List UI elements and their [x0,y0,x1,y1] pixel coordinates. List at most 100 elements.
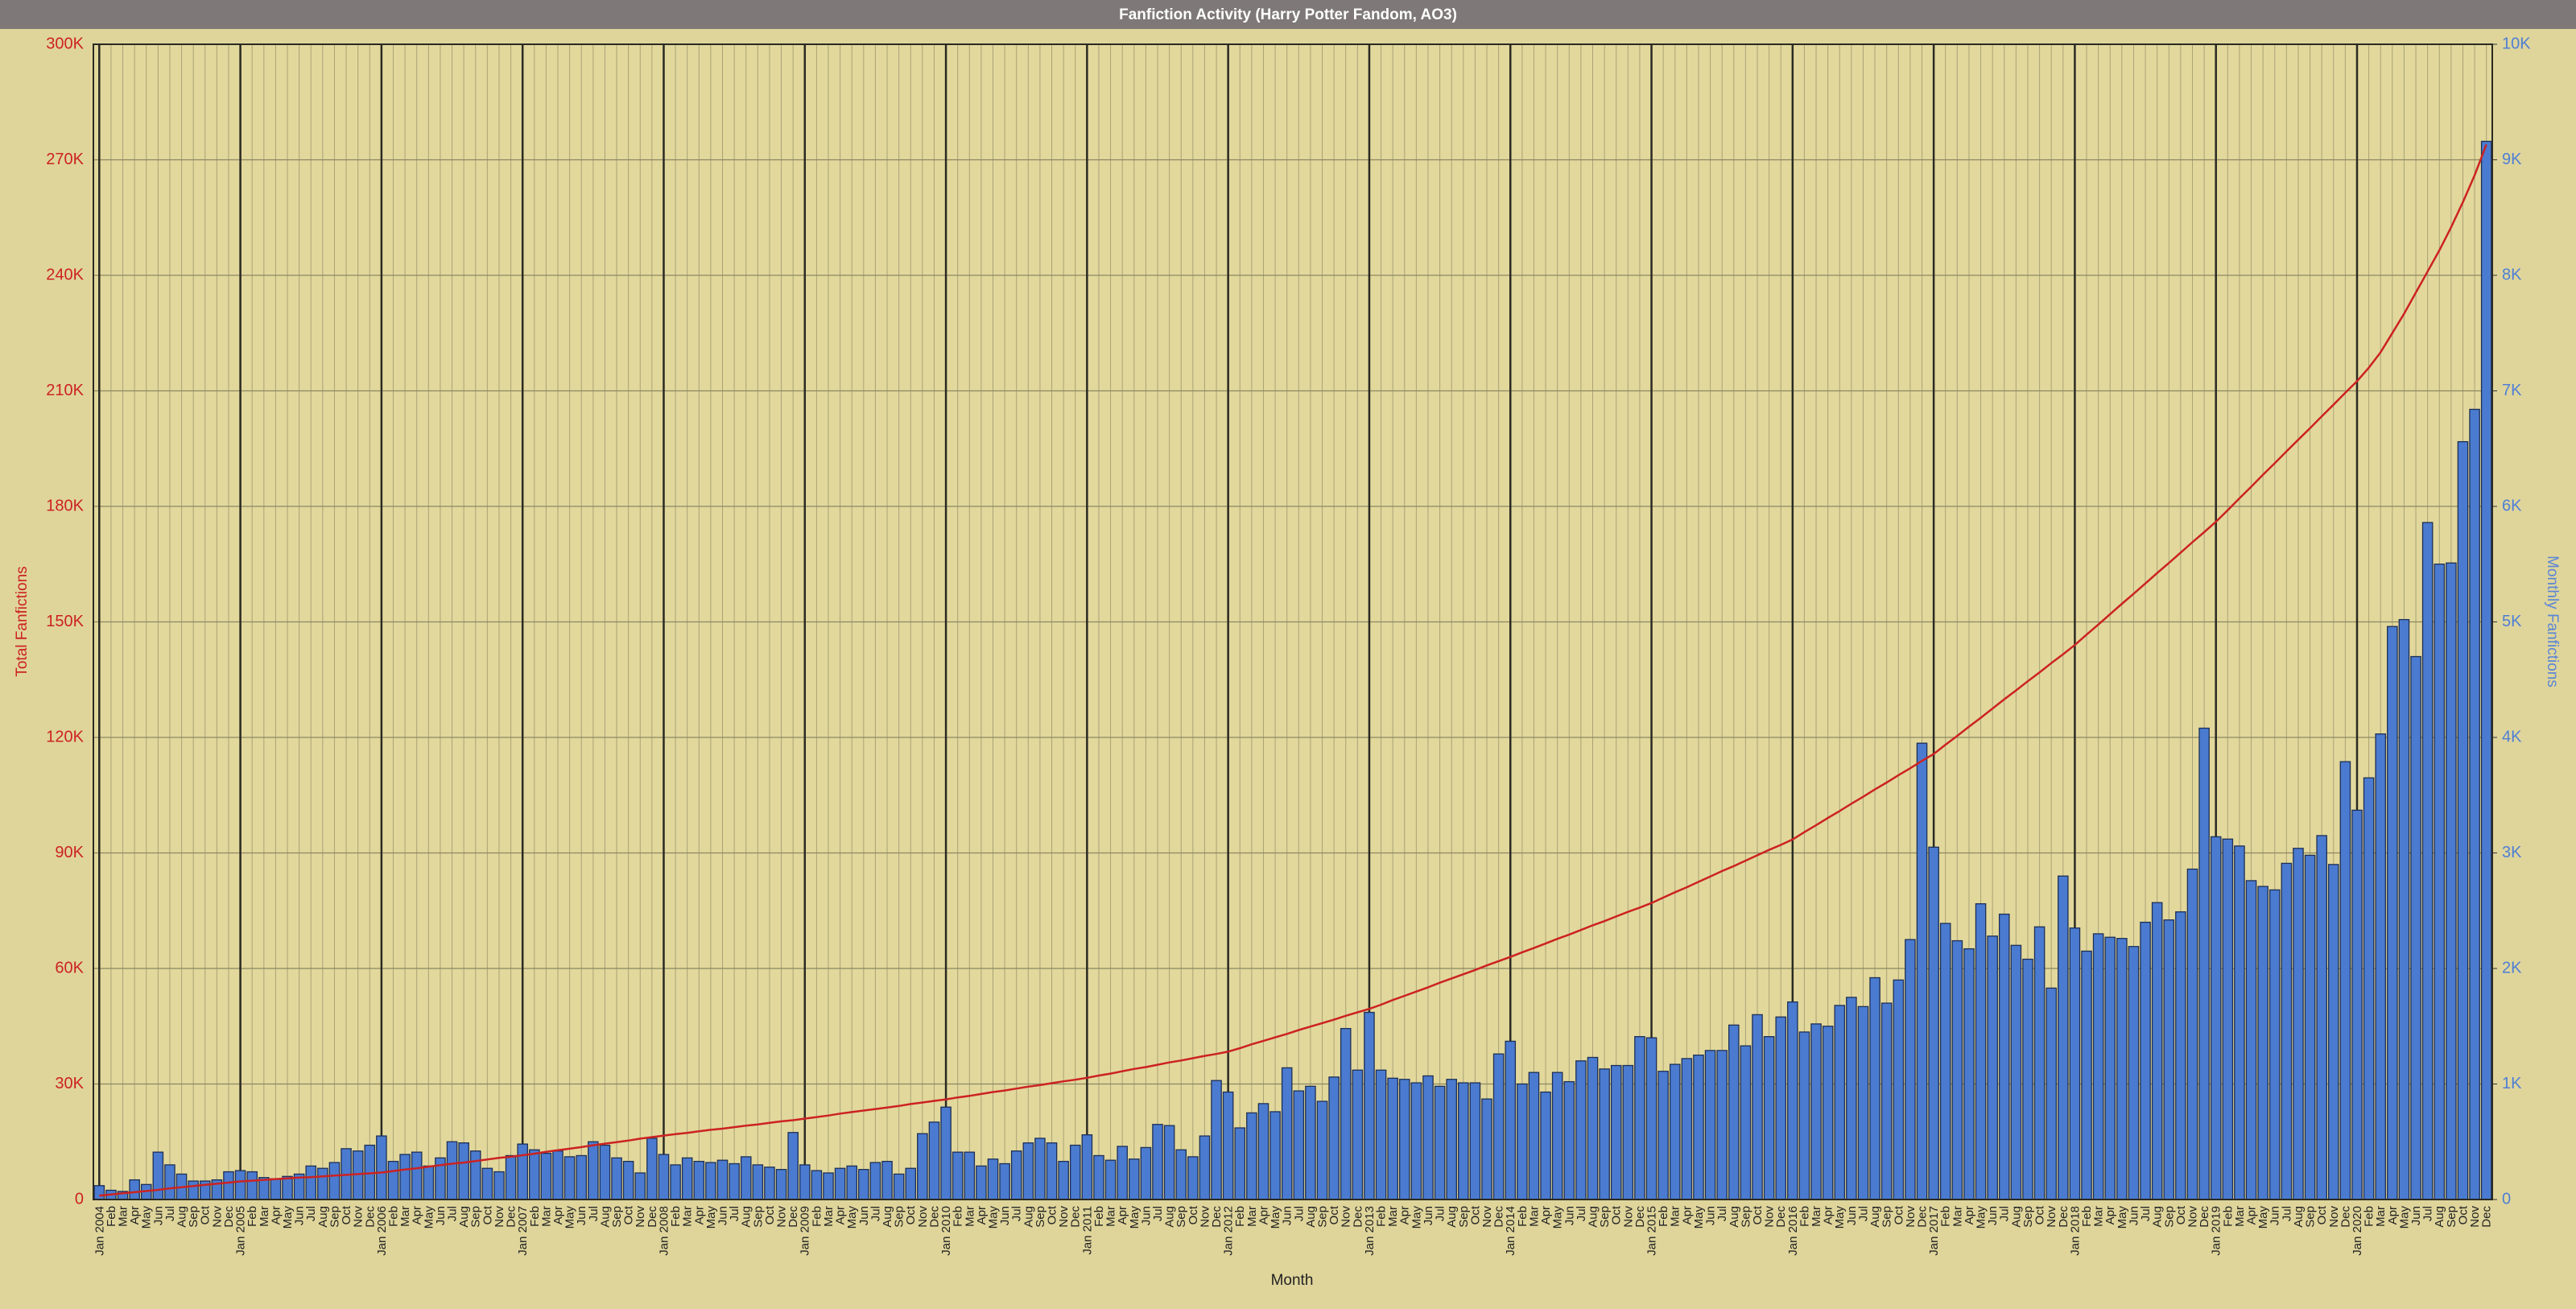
x-tick-label: Sep [893,1206,906,1228]
x-tick-label: Feb [105,1206,118,1227]
x-tick-label: Feb [2221,1206,2235,1227]
bar [446,1141,458,1200]
bar [517,1143,528,1200]
x-tick-label: Oct [1610,1205,1624,1224]
bar [2469,408,2480,1200]
bar [493,1171,505,1200]
bar [834,1167,846,1200]
x-tick-label: Jun [998,1206,1012,1225]
y-tick-label: 240K [46,266,84,283]
x-tick-label: Nov [1904,1206,1918,1228]
x-tick-label: Nov [2045,1206,2058,1228]
bar [1316,1100,1328,1200]
x-tick-label: Jul [1998,1206,2012,1221]
bar [928,1121,940,1200]
bar [1857,1005,1869,1200]
y2-tick-label: 9K [2502,151,2522,168]
bar [1669,1063,1681,1200]
bar [964,1151,976,1200]
x-tick-label: Dec [2480,1206,2494,1228]
bar [1305,1085,1316,1200]
x-tick-label: Sep [1739,1206,1752,1228]
y2-axis-title: Monthly Fanfictions [2544,555,2561,688]
x-tick-label: Jun [1563,1206,1576,1225]
x-tick-label: Mar [822,1206,836,1227]
x-tick-label: Dec [927,1206,941,1228]
x-tick-label: Jun [857,1206,871,1225]
bar [1951,939,1963,1200]
bar [705,1162,716,1200]
bar [2480,140,2492,1200]
bar [1410,1082,1422,1200]
bar [2069,927,2081,1200]
x-tick-label: Jun [151,1206,165,1225]
bar [93,1185,105,1200]
x-tick-label: Jun [1281,1206,1294,1225]
bar [1775,1016,1787,1200]
bar [1551,1072,1563,1200]
x-tick-label: Jan 2019 [2210,1206,2223,1256]
x-tick-label: Sep [1880,1206,1894,1228]
x-tick-label: Jul [2280,1206,2293,1221]
x-tick-label: Jan 2016 [1786,1206,1800,1256]
x-tick-label: Sep [187,1206,200,1228]
x-tick-label: Apr [1680,1206,1694,1224]
x-tick-label: Nov [1480,1206,1494,1228]
bar [1481,1098,1492,1200]
x-tick-label: Oct [481,1205,494,1224]
x-tick-label: Feb [810,1206,824,1227]
bar [858,1169,869,1200]
x-tick-label: Apr [1963,1206,1976,1224]
x-tick-label: Oct [340,1205,353,1224]
x-tick-label: Oct [2315,1205,2329,1224]
x-tick-label: May [2256,1206,2270,1229]
y-tick-label: 120K [46,728,84,745]
bar [1916,742,1928,1200]
bar [1798,1031,1810,1200]
x-tick-label: Jan 2020 [2351,1206,2364,1256]
x-tick-label: Nov [2186,1206,2199,1228]
x-tick-label: Dec [646,1206,659,1228]
bar [1987,935,1998,1200]
bar [2351,809,2363,1200]
x-tick-label: Mar [2233,1206,2247,1227]
y2-tick-label: 5K [2502,613,2522,630]
x-tick-label: Jul [446,1206,460,1221]
x-tick-label: Mar [1245,1206,1259,1227]
x-tick-label: Oct [1892,1205,1905,1224]
bar [1645,1037,1657,1200]
bar [1622,1064,1634,1200]
x-tick-label: Apr [128,1206,142,1224]
bar [1869,977,1880,1200]
bar [764,1167,775,1200]
y-tick-label: 150K [46,613,84,630]
title-bar [0,0,2576,29]
bar [1022,1142,1034,1200]
x-tick-label: Apr [551,1206,565,1224]
x-tick-label: Feb [1092,1206,1106,1227]
y-tick-label: 30K [55,1075,84,1092]
bar [1104,1159,1117,1200]
x-tick-label: Mar [539,1206,553,1227]
bar [2210,836,2222,1200]
x-tick-label: Jan 2017 [1927,1206,1941,1256]
y2-tick-label: 2K [2502,959,2522,977]
x-tick-label: May [2397,1206,2411,1229]
bar [1152,1124,1163,1200]
y-tick-label: 90K [55,844,84,861]
x-tick-label: Aug [1868,1206,1882,1228]
bar [987,1158,999,1200]
x-tick-label: Apr [2103,1206,2117,1224]
x-tick-label: Jun [2409,1206,2423,1225]
bar [1364,1011,1375,1200]
x-tick-label: Mar [1951,1206,1964,1227]
bar [2175,911,2186,1200]
x-tick-label: Nov [1340,1206,1353,1228]
bar [164,1164,175,1200]
bar [399,1154,411,1200]
bar [799,1164,811,1200]
x-tick-label: Jul [1715,1206,1729,1221]
bar [481,1167,493,1200]
x-tick-label: Dec [363,1206,377,1228]
